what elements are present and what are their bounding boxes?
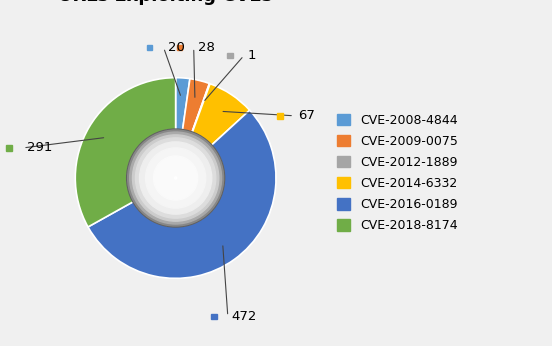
Bar (147, 45, 152, 50)
Bar (177, 45, 182, 50)
Wedge shape (88, 110, 276, 279)
Wedge shape (192, 83, 210, 133)
Bar (6, 145, 12, 151)
Circle shape (146, 148, 206, 208)
Text: 28: 28 (198, 41, 215, 54)
Circle shape (132, 135, 219, 221)
Text: 291: 291 (27, 142, 52, 154)
Wedge shape (183, 79, 209, 133)
Circle shape (130, 132, 221, 224)
Circle shape (135, 138, 216, 218)
Circle shape (153, 156, 198, 200)
Title: URLs Exploiting CVEs: URLs Exploiting CVEs (59, 0, 273, 5)
Circle shape (126, 129, 225, 227)
Text: 67: 67 (298, 109, 315, 122)
Wedge shape (75, 78, 176, 227)
Text: 472: 472 (232, 310, 257, 323)
Legend: CVE-2008-4844, CVE-2009-0075, CVE-2012-1889, CVE-2014-6332, CVE-2016-0189, CVE-2: CVE-2008-4844, CVE-2009-0075, CVE-2012-1… (337, 114, 458, 232)
Text: 20: 20 (168, 41, 184, 54)
Circle shape (140, 142, 212, 214)
Bar (227, 53, 232, 58)
Bar (277, 113, 283, 119)
Wedge shape (192, 84, 250, 145)
Circle shape (174, 177, 177, 179)
Wedge shape (176, 78, 190, 130)
Text: 1: 1 (248, 49, 256, 62)
Bar (211, 314, 216, 319)
Circle shape (128, 130, 224, 226)
